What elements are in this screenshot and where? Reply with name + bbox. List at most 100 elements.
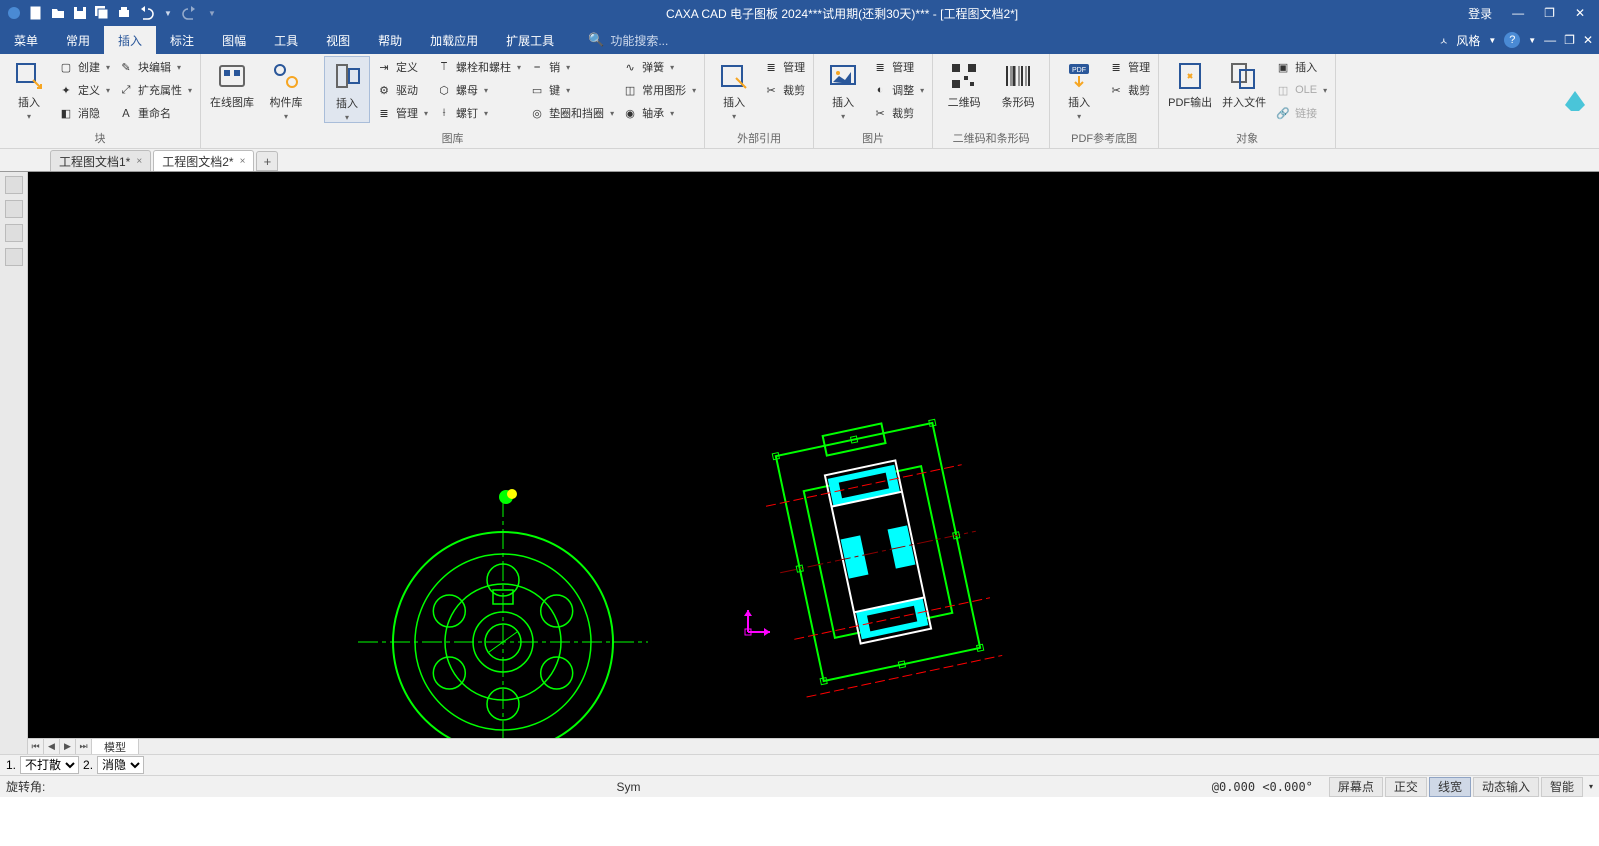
external-insert-button[interactable]: 插入 ▾ xyxy=(711,56,757,121)
redo-icon[interactable] xyxy=(180,3,200,23)
block-extattr-button[interactable]: ⤢扩充属性▾ xyxy=(116,79,194,101)
lib-nuts-button[interactable]: ⬡螺母▾ xyxy=(434,79,523,101)
merge-file-button[interactable]: 并入文件 xyxy=(1219,56,1269,110)
picture-manage-button[interactable]: ≣管理 xyxy=(870,56,926,78)
external-manage-button[interactable]: ≣管理 xyxy=(761,56,807,78)
doc-tab-2[interactable]: 工程图文档2* × xyxy=(153,150,254,171)
side-tool-2[interactable] xyxy=(5,200,23,218)
pdf-manage-button[interactable]: ≣管理 xyxy=(1106,56,1152,78)
help-icon[interactable]: ? xyxy=(1504,32,1520,48)
tab-common[interactable]: 常用 xyxy=(52,26,104,54)
tab-menu[interactable]: 菜单 xyxy=(0,26,52,54)
lib-bearings-button[interactable]: ◉轴承▾ xyxy=(620,102,698,124)
close-tab-icon[interactable]: × xyxy=(240,156,246,167)
parts-library-button[interactable]: 构件库 ▾ xyxy=(261,56,311,121)
lib-pins-button[interactable]: ⎯销▾ xyxy=(527,56,616,78)
pdf-output-button[interactable]: PDF输出 xyxy=(1165,56,1215,110)
add-tab-button[interactable]: + xyxy=(256,151,278,171)
lib-define-button[interactable]: ⇥定义 xyxy=(374,56,430,78)
svg-text:PDF: PDF xyxy=(1072,67,1086,74)
print-icon[interactable] xyxy=(114,3,134,23)
lib-manage-button[interactable]: ≣管理▾ xyxy=(374,102,430,124)
lib-washers-button[interactable]: ◎垫圈和挡圈▾ xyxy=(527,102,616,124)
library-insert-button[interactable]: 插入 ▾ xyxy=(324,56,370,123)
doc-restore-icon[interactable]: ❐ xyxy=(1564,33,1575,47)
tab-addins[interactable]: 加载应用 xyxy=(416,26,492,54)
scroll-first-icon[interactable]: ⏮ xyxy=(28,739,44,754)
side-tool-4[interactable] xyxy=(5,248,23,266)
block-insert-button[interactable]: 插入 ▾ xyxy=(6,56,52,121)
picture-adjust-button[interactable]: ◐调整▾ xyxy=(870,79,926,101)
ribbon-collapse-icon[interactable]: ㅅ xyxy=(1439,33,1448,48)
lib-screws-button[interactable]: ⟊螺钉▾ xyxy=(434,102,523,124)
opt1-select[interactable]: 不打散 xyxy=(20,756,79,774)
tab-tools[interactable]: 工具 xyxy=(260,26,312,54)
opt2-select[interactable]: 消隐 xyxy=(97,756,144,774)
open-icon[interactable] xyxy=(48,3,68,23)
scroll-prev-icon[interactable]: ◀ xyxy=(44,739,60,754)
scroll-last-icon[interactable]: ⏭ xyxy=(76,739,92,754)
tab-ext-tools[interactable]: 扩展工具 xyxy=(492,26,568,54)
tab-frame[interactable]: 图幅 xyxy=(208,26,260,54)
status-btn-screenpt[interactable]: 屏幕点 xyxy=(1329,777,1383,797)
model-tab[interactable]: 模型 xyxy=(92,739,139,754)
cad-canvas[interactable] xyxy=(28,172,1599,738)
qrcode-button[interactable]: 二维码 xyxy=(939,56,989,110)
object-ole-button[interactable]: ◫OLE▾ xyxy=(1273,79,1329,101)
lib-springs-button[interactable]: ∿弹簧▾ xyxy=(620,56,698,78)
lib-keys-button[interactable]: ▭键▾ xyxy=(527,79,616,101)
block-create-button[interactable]: ▢创建▾ xyxy=(56,56,112,78)
style-dropdown-icon[interactable]: ▼ xyxy=(1488,36,1496,45)
maximize-button[interactable]: ❐ xyxy=(1538,6,1561,20)
scroll-next-icon[interactable]: ▶ xyxy=(60,739,76,754)
block-rename-button[interactable]: Ａ重命名 xyxy=(116,102,194,124)
scroll-track[interactable] xyxy=(139,739,1599,754)
online-library-button[interactable]: 在线图库 xyxy=(207,56,257,110)
block-edit-button[interactable]: ✎块编辑▾ xyxy=(116,56,194,78)
function-search[interactable]: 🔍 功能搜索... xyxy=(588,26,668,54)
undo-icon[interactable] xyxy=(136,3,156,23)
save-icon[interactable] xyxy=(70,3,90,23)
doc-close-icon[interactable]: ✕ xyxy=(1583,33,1593,47)
redo-dropdown-icon[interactable]: ▼ xyxy=(202,3,222,23)
status-btn-ortho[interactable]: 正交 xyxy=(1385,777,1427,797)
new-doc-icon[interactable] xyxy=(26,3,46,23)
doc-minimize-icon[interactable]: — xyxy=(1544,33,1556,47)
object-link-button[interactable]: 🔗链接 xyxy=(1273,102,1329,124)
login-button[interactable]: 登录 xyxy=(1462,5,1498,22)
app-icon[interactable] xyxy=(4,3,24,23)
washer-icon: ◎ xyxy=(529,105,545,121)
side-tool-3[interactable] xyxy=(5,224,23,242)
pdf-insert-button[interactable]: PDF 插入 ▾ xyxy=(1056,56,1102,121)
picture-insert-button[interactable]: 插入 ▾ xyxy=(820,56,866,121)
minimize-button[interactable]: — xyxy=(1506,6,1530,20)
save-all-icon[interactable] xyxy=(92,3,112,23)
side-tool-1[interactable] xyxy=(5,176,23,194)
tab-annotate[interactable]: 标注 xyxy=(156,26,208,54)
barcode-button[interactable]: 条形码 xyxy=(993,56,1043,110)
help-dropdown-icon[interactable]: ▼ xyxy=(1528,36,1536,45)
close-button[interactable]: ✕ xyxy=(1569,6,1591,20)
external-clip-button[interactable]: ✂裁剪 xyxy=(761,79,807,101)
lib-bolts-button[interactable]: ⟙螺栓和螺柱▾ xyxy=(434,56,523,78)
status-dropdown-icon[interactable]: ▾ xyxy=(1585,782,1593,791)
status-btn-smart[interactable]: 智能 xyxy=(1541,777,1583,797)
status-btn-dyninput[interactable]: 动态输入 xyxy=(1473,777,1539,797)
style-label[interactable]: 风格 xyxy=(1456,32,1480,49)
lib-drive-button[interactable]: ⚙驱动 xyxy=(374,79,430,101)
tab-view[interactable]: 视图 xyxy=(312,26,364,54)
status-btn-lineweight[interactable]: 线宽 xyxy=(1429,777,1471,797)
tab-help[interactable]: 帮助 xyxy=(364,26,416,54)
picture-clip-button[interactable]: ✂裁剪 xyxy=(870,102,926,124)
doc-tab-1[interactable]: 工程图文档1* × xyxy=(50,150,151,171)
block-hide-button[interactable]: ◧消隐 xyxy=(56,102,112,124)
object-insert2-button[interactable]: ▣插入 xyxy=(1273,56,1329,78)
lib-common-shapes-button[interactable]: ◫常用图形▾ xyxy=(620,79,698,101)
close-tab-icon[interactable]: × xyxy=(136,156,142,167)
bottom-scroll-bar[interactable]: ⏮ ◀ ▶ ⏭ 模型 xyxy=(28,738,1599,754)
undo-dropdown-icon[interactable]: ▼ xyxy=(158,3,178,23)
pdf-clip-button[interactable]: ✂裁剪 xyxy=(1106,79,1152,101)
tab-insert[interactable]: 插入 xyxy=(104,26,156,54)
block-define-button[interactable]: ✦定义▾ xyxy=(56,79,112,101)
dropdown-icon: ▾ xyxy=(566,63,570,72)
